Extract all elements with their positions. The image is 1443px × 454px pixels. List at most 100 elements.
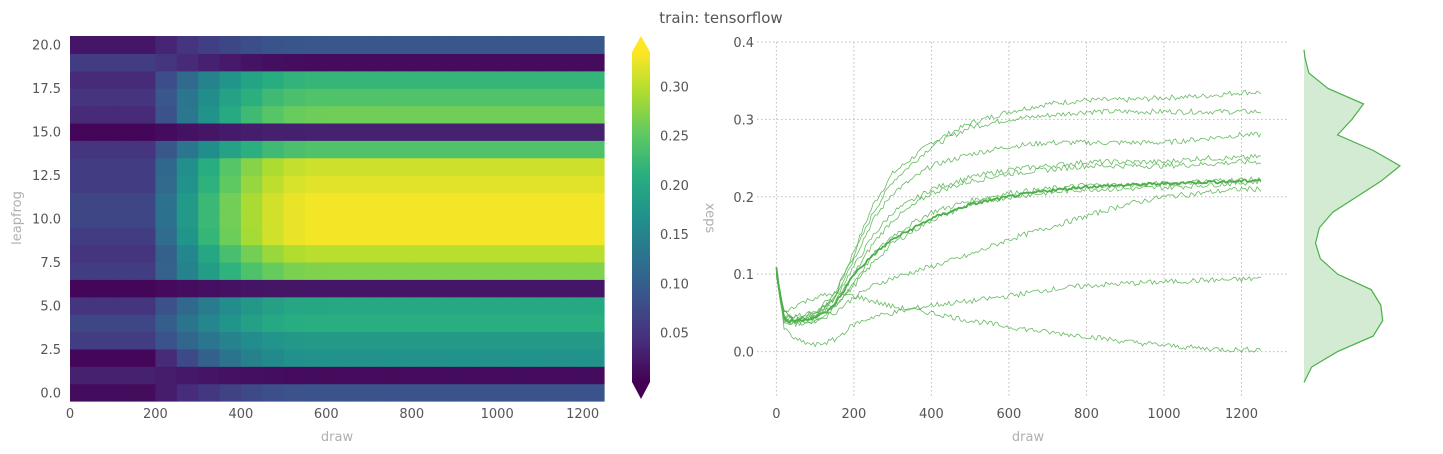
colorbar-tick-label: 0.05: [660, 327, 689, 342]
heatmap-cell: [518, 279, 541, 298]
heatmap-cell: [582, 175, 605, 194]
heatmap-cell: [283, 175, 306, 194]
heatmap-cell: [219, 296, 242, 315]
heatmap-cell: [112, 175, 135, 194]
heatmap-cell: [176, 105, 199, 124]
heatmap-cell: [390, 314, 413, 333]
heatmap-cell: [262, 348, 285, 367]
heatmap-cell: [112, 53, 135, 72]
line-x-ticks: 0 200 400 600 800 1000 1200: [772, 407, 1258, 422]
heatmap-cell: [433, 244, 456, 263]
heatmap-cell: [176, 261, 199, 280]
heatmap-cell: [433, 348, 456, 367]
heatmap-cell: [176, 53, 199, 72]
heatmap-x-ticks: 0 200 400 600 800 1000 1200: [66, 407, 599, 422]
heatmap-cell: [518, 314, 541, 333]
heatmap-x-tick-label: 400: [228, 407, 253, 422]
heatmap-cell: [347, 88, 370, 107]
heatmap-cell: [91, 157, 114, 176]
heatmap-cell: [326, 122, 349, 141]
heatmap-cell: [475, 227, 498, 246]
heatmap-cell: [561, 244, 584, 263]
heatmap-cell: [134, 209, 157, 228]
heatmap-cell: [369, 36, 391, 54]
heatmap-cell: [475, 88, 498, 107]
heatmap-cell: [475, 36, 498, 54]
heatmap-cell: [369, 53, 391, 72]
heatmap-cell: [240, 209, 263, 228]
heatmap-cell: [518, 331, 541, 350]
heatmap-cell: [497, 140, 520, 159]
heatmap-cell: [134, 122, 157, 141]
colorbar-tick-label: 0.30: [660, 80, 689, 95]
heatmap-cell: [155, 105, 178, 124]
heatmap-cell: [433, 296, 456, 315]
heatmap-cell: [91, 53, 114, 72]
heatmap-cell: [454, 366, 477, 385]
heatmap-cell: [155, 70, 178, 89]
heatmap-cell: [283, 331, 306, 350]
heatmap-cell: [262, 105, 285, 124]
heatmap-cell: [219, 36, 242, 54]
heatmap-cell: [518, 70, 541, 89]
heatmap-cell: [347, 279, 370, 298]
heatmap-cell: [240, 105, 263, 124]
heatmap-cell: [91, 192, 114, 211]
heatmap-cell: [475, 122, 498, 141]
heatmap-cell: [134, 348, 157, 367]
heatmap-cell: [369, 261, 391, 280]
heatmap-cell: [240, 383, 263, 402]
heatmap-cell: [112, 122, 135, 141]
heatmap-cell: [561, 279, 584, 298]
heatmap-cell: [390, 53, 413, 72]
heatmap-cell: [198, 36, 221, 54]
heatmap-cell: [304, 88, 327, 107]
heatmap-cell: [283, 53, 306, 72]
heatmap-cell: [70, 261, 92, 280]
heatmap-cell: [176, 70, 199, 89]
heatmap-cell: [91, 175, 114, 194]
density-panel: [1303, 49, 1402, 383]
heatmap-cell: [91, 279, 114, 298]
heatmap-cell: [240, 122, 263, 141]
heatmap-cell: [539, 366, 562, 385]
heatmap-cell: [433, 192, 456, 211]
heatmap-cell: [326, 140, 349, 159]
heatmap-cell: [475, 140, 498, 159]
heatmap-cell: [112, 70, 135, 89]
heatmap-cell: [155, 157, 178, 176]
heatmap-cell: [497, 261, 520, 280]
heatmap-cell: [347, 157, 370, 176]
heatmap-cell: [326, 261, 349, 280]
heatmap-cell: [390, 296, 413, 315]
heatmap-cell: [497, 53, 520, 72]
heatmap-cell: [91, 227, 114, 246]
heatmap-cell: [91, 88, 114, 107]
line-x-tick-label: 400: [919, 407, 944, 422]
line-series-path: [775, 185, 1262, 328]
heatmap-cell: [176, 192, 199, 211]
heatmap-cell: [518, 383, 541, 402]
heatmap-cell: [176, 296, 199, 315]
heatmap-cell: [112, 88, 135, 107]
heatmap-cell: [369, 279, 391, 298]
heatmap-cell: [497, 279, 520, 298]
heatmap-cell: [176, 36, 199, 54]
heatmap-cell: [219, 53, 242, 72]
heatmap-cell: [304, 192, 327, 211]
heatmap-cell: [240, 70, 263, 89]
heatmap-cell: [390, 140, 413, 159]
heatmap-cell: [369, 140, 391, 159]
heatmap-cell: [561, 383, 584, 402]
heatmap-cell: [347, 296, 370, 315]
heatmap-cell: [518, 366, 541, 385]
heatmap-cell: [454, 314, 477, 333]
heatmap-cell: [475, 279, 498, 298]
heatmap-cell: [454, 53, 477, 72]
heatmap-cell: [112, 209, 135, 228]
heatmap-cell: [240, 157, 263, 176]
heatmap-cell: [304, 331, 327, 350]
heatmap-cell: [497, 70, 520, 89]
heatmap-cell: [262, 36, 285, 54]
heatmap-cell: [326, 53, 349, 72]
